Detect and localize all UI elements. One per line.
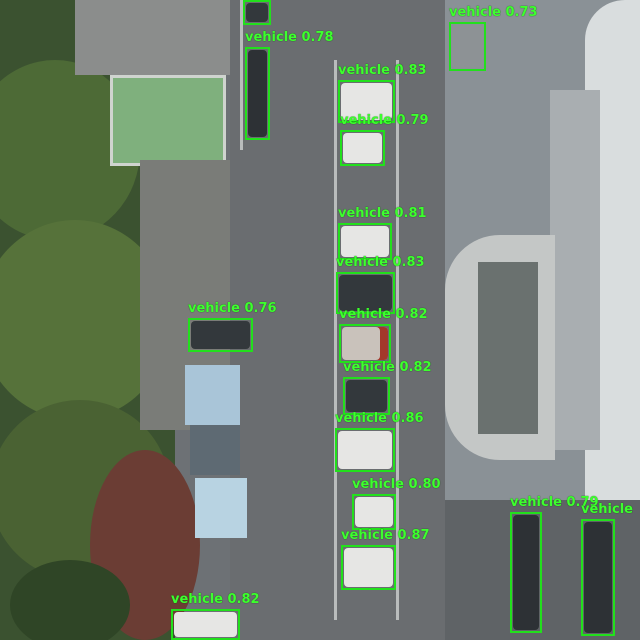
detection-box: vehicle 0.82: [343, 360, 432, 415]
detection-box: vehicle 0.78: [245, 30, 334, 140]
detection-class: vehicle: [581, 502, 633, 517]
detection-score: 0.83: [394, 63, 427, 78]
detection-label: vehicle 0.82: [171, 592, 260, 608]
detection-score: 0.82: [227, 592, 260, 607]
lane-line: [240, 0, 243, 150]
detection-box: vehicle 0.82: [171, 592, 260, 640]
detection-box: vehicle 0.79: [510, 495, 599, 633]
detection-box: vehicle 0.76: [188, 301, 277, 352]
detection-score: 0.79: [566, 495, 599, 510]
detection-score: 0.80: [408, 477, 441, 492]
detection-score: 0.76: [244, 301, 277, 316]
detection-score: 0.79: [396, 113, 429, 128]
lane-line: [396, 60, 399, 620]
dark-van-vehicle: [248, 50, 267, 137]
detection-box: [243, 0, 271, 25]
detection-label: vehicle 0.79: [340, 113, 429, 129]
detection-score: 0.81: [394, 206, 427, 221]
detection-box: vehicle 0.73: [449, 5, 538, 71]
detection-class: vehicle: [339, 307, 391, 322]
detection-label: vehicle 0.83: [336, 255, 425, 271]
detection-class: vehicle: [340, 113, 392, 128]
detection-score: 0.82: [395, 307, 428, 322]
detection-class: vehicle: [352, 477, 404, 492]
detection-class: vehicle: [171, 592, 223, 607]
detection-label: vehicle 0.80: [352, 477, 441, 493]
detection-score: 0.87: [397, 528, 430, 543]
storage-unit: [185, 365, 240, 425]
detection-label: vehicle 0.79: [510, 495, 599, 511]
detection-label: vehicle 0.78: [245, 30, 334, 46]
detection-class: vehicle: [343, 360, 395, 375]
detection-label: vehicle 0.81: [338, 206, 427, 222]
lane-line: [334, 60, 337, 620]
detection-class: vehicle: [338, 63, 390, 78]
white-car-vehicle: [343, 133, 382, 163]
detection-score: 0.83: [392, 255, 425, 270]
detection-label: vehicle 0.76: [188, 301, 277, 317]
grey-building: [75, 0, 235, 75]
roof-garden: [110, 75, 226, 166]
detection-class: vehicle: [188, 301, 240, 316]
detection-box: vehicle 0.82: [339, 307, 428, 363]
white-car-vehicle: [338, 431, 392, 469]
white-car-vehicle: [174, 612, 237, 637]
roof-ridge: [550, 90, 600, 450]
detection-label: vehicle 0.87: [341, 528, 430, 544]
dark-car-vehicle: [346, 380, 387, 412]
detection-score: 0.86: [391, 411, 424, 426]
detection-box: vehicle 0.81: [338, 206, 427, 260]
dark-van-vehicle: [584, 522, 612, 633]
storage-unit: [190, 425, 240, 475]
detection-class: vehicle: [510, 495, 562, 510]
white-car-vehicle: [344, 548, 393, 587]
dark-car-vehicle: [246, 3, 268, 22]
dark-van-vehicle: [513, 515, 539, 630]
detection-box: vehicle 0.80: [352, 477, 441, 530]
detection-box: vehicle 0.86: [335, 411, 424, 472]
detection-label: vehicle 0.86: [335, 411, 424, 427]
detection-box: vehicle 0.87: [341, 528, 430, 590]
detection-box: vehicle 0.79: [340, 113, 429, 166]
detection-class: vehicle: [336, 255, 388, 270]
detection-class: vehicle: [338, 206, 390, 221]
detection-class: vehicle: [245, 30, 297, 45]
dark-car-vehicle: [339, 275, 392, 311]
detection-box: vehicle 0.83: [338, 63, 427, 123]
tree-canopy: [10, 560, 130, 640]
detection-label: vehicle: [581, 502, 633, 518]
white-car-vehicle: [341, 226, 389, 257]
detection-score: 0.82: [399, 360, 432, 375]
detection-score: 0.78: [301, 30, 334, 45]
white-car-vehicle: [355, 497, 393, 527]
detection-box: vehicle 0.83: [336, 255, 425, 314]
dark-car-vehicle: [191, 321, 250, 349]
white-car-vehicle: [341, 83, 392, 120]
detection-class: vehicle: [335, 411, 387, 426]
detection-box: vehicle: [581, 502, 633, 636]
detection-class: vehicle: [449, 5, 501, 20]
detection-label: vehicle 0.82: [339, 307, 428, 323]
detection-class: vehicle: [341, 528, 393, 543]
detection-label: vehicle 0.73: [449, 5, 538, 21]
detection-score: 0.73: [505, 5, 538, 20]
grey-car-vehicle: [452, 25, 483, 68]
storage-unit: [195, 478, 247, 538]
red-car-vehicle: [342, 327, 388, 360]
glass-panel: [478, 262, 538, 434]
detection-label: vehicle 0.83: [338, 63, 427, 79]
detection-label: vehicle 0.82: [343, 360, 432, 376]
